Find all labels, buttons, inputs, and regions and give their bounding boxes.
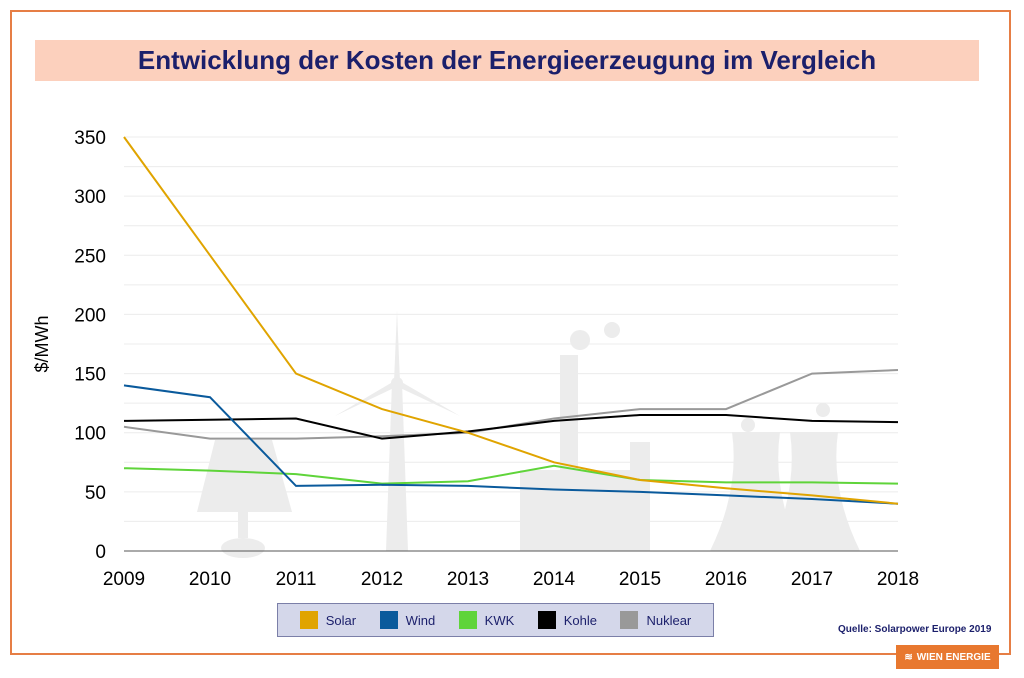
legend-label: Wind xyxy=(405,612,436,628)
legend-item-wind: Wind xyxy=(379,611,436,629)
y-tick-label: 0 xyxy=(95,542,106,563)
y-tick-label: 50 xyxy=(85,483,106,504)
series-line-solar xyxy=(123,136,899,505)
legend-swatch xyxy=(299,611,318,629)
x-tick-label: 2018 xyxy=(877,569,919,590)
legend: Solar Wind KWK Kohle Nuklear xyxy=(277,603,714,637)
legend-item-kohle: Kohle xyxy=(537,611,597,629)
legend-swatch xyxy=(458,611,477,629)
y-tick-label: 350 xyxy=(74,128,106,149)
y-tick-label: 300 xyxy=(74,187,106,208)
series-lines xyxy=(123,136,899,505)
legend-swatch xyxy=(537,611,556,629)
x-tick-label: 2017 xyxy=(791,569,833,590)
cooling-towers-illustration xyxy=(710,403,860,551)
y-tick-label: 150 xyxy=(74,365,106,386)
y-tick-label: 200 xyxy=(74,305,106,326)
legend-label: KWK xyxy=(484,612,515,628)
background-illustrations xyxy=(197,310,860,558)
legend-label: Solar xyxy=(325,612,357,628)
series-line-kohle xyxy=(123,414,899,440)
legend-label: Nuklear xyxy=(646,612,692,628)
x-tick-label: 2014 xyxy=(533,569,576,590)
x-tick-label: 2012 xyxy=(361,569,403,590)
chart-title: Entwicklung der Kosten der Energieerzeug… xyxy=(137,45,877,75)
legend-swatch xyxy=(620,611,639,629)
logo-icon: ≋ xyxy=(904,651,913,663)
slide-frame xyxy=(10,10,1011,655)
wind-turbine-illustration xyxy=(335,310,460,551)
y-tick-label: 250 xyxy=(74,246,106,267)
legend-label: Kohle xyxy=(563,612,597,628)
series-line-kwk xyxy=(123,464,899,485)
x-tick-label: 2013 xyxy=(447,569,489,590)
source-note: Quelle: Solarpower Europe 2019 xyxy=(838,624,992,635)
y-axis-label: $/MWh xyxy=(32,315,52,372)
y-tick-label: 100 xyxy=(74,424,106,445)
power-plant-illustration xyxy=(520,322,650,551)
legend-item-nuklear: Nuklear xyxy=(620,611,691,629)
logo-text: WIEN ENERGIE xyxy=(916,651,991,663)
x-tick-label: 2010 xyxy=(189,569,231,590)
x-tick-label: 2009 xyxy=(103,569,145,590)
x-tick-label: 2016 xyxy=(705,569,747,590)
x-tick-label: 2011 xyxy=(276,569,317,590)
axes: 0 50 100 150 200 250 300 350 2009 2010 2011 2012 201… xyxy=(32,128,919,590)
title-bar: Entwicklung der Kosten der Energieerzeug… xyxy=(35,40,979,81)
solar-panel-illustration xyxy=(197,440,292,558)
wien-energie-logo: ≋ WIEN ENERGIE xyxy=(896,645,999,669)
legend-item-solar: Solar xyxy=(299,611,357,629)
legend-swatch xyxy=(379,611,398,629)
legend-item-kwk: KWK xyxy=(458,611,515,629)
series-line-wind xyxy=(123,384,899,505)
x-tick-label: 2015 xyxy=(619,569,661,590)
